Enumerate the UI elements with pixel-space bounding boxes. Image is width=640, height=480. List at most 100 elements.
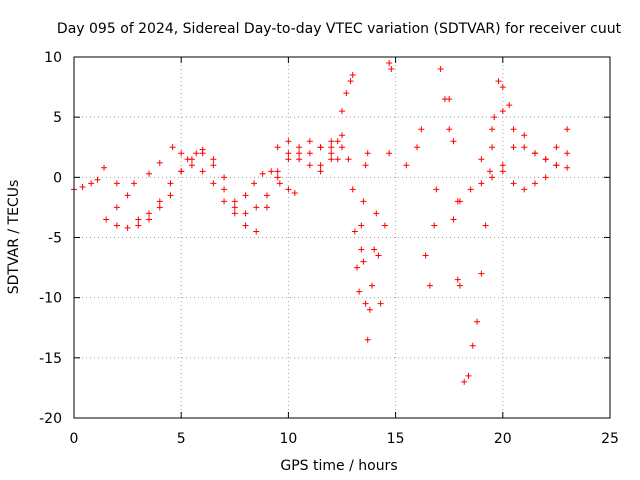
data-point <box>103 216 110 223</box>
data-point <box>553 162 560 169</box>
x-tick-label: 20 <box>494 431 512 447</box>
data-point <box>386 150 393 157</box>
data-point <box>450 138 457 145</box>
data-point <box>328 144 335 151</box>
data-point <box>131 180 138 187</box>
series-track-7 <box>386 60 461 289</box>
data-point <box>499 162 506 169</box>
data-point <box>124 224 131 231</box>
y-tick-label: 5 <box>53 110 62 126</box>
data-point <box>328 138 335 145</box>
data-point <box>306 162 313 169</box>
series-track-5 <box>317 132 371 295</box>
x-tick-label: 0 <box>70 431 79 447</box>
y-tick-label: 10 <box>44 50 62 66</box>
data-point <box>124 192 131 199</box>
data-point <box>113 180 120 187</box>
data-point <box>366 306 373 313</box>
x-tick-label: 10 <box>279 431 297 447</box>
data-point <box>334 138 341 145</box>
data-point <box>135 222 142 229</box>
data-point <box>242 192 249 199</box>
data-point <box>328 150 335 157</box>
axis-ticks <box>73 56 611 419</box>
data-point <box>446 96 453 103</box>
series-track-1 <box>71 144 298 211</box>
data-point <box>274 168 281 175</box>
data-point <box>360 258 367 265</box>
data-point <box>386 60 393 67</box>
data-point <box>506 102 513 109</box>
data-point <box>113 222 120 229</box>
y-tick-label: -15 <box>39 351 62 367</box>
data-point <box>113 204 120 211</box>
series-track-2 <box>103 138 341 223</box>
data-point <box>414 144 421 151</box>
data-point <box>403 162 410 169</box>
y-axis-tick-labels: 10 5 0 -5 -10 -15 -20 <box>39 50 62 427</box>
data-point <box>349 186 356 193</box>
data-point <box>474 318 481 325</box>
data-point <box>478 156 485 163</box>
data-point <box>306 138 313 145</box>
data-point <box>456 282 463 289</box>
data-point <box>156 198 163 205</box>
data-point <box>381 222 388 229</box>
data-point <box>482 222 489 229</box>
data-point <box>499 108 506 115</box>
x-axis-tick-labels: 0 5 10 15 20 25 <box>70 431 619 447</box>
data-point <box>362 300 369 307</box>
data-point <box>489 174 496 181</box>
data-point <box>360 198 367 205</box>
data-point <box>564 150 571 157</box>
data-point <box>285 150 292 157</box>
data-point <box>375 252 382 259</box>
data-point <box>345 156 352 163</box>
y-axis-label: SDTVAR / TECUs <box>6 180 22 295</box>
data-point <box>478 270 485 277</box>
y-tick-label: -20 <box>39 411 62 427</box>
data-point <box>317 144 324 151</box>
data-point <box>478 180 485 187</box>
data-point <box>156 159 163 166</box>
data-point <box>263 204 270 211</box>
data-point <box>253 204 260 211</box>
data-point <box>531 150 538 157</box>
data-point <box>188 156 195 163</box>
data-point <box>317 168 324 175</box>
data-point <box>156 204 163 211</box>
data-point <box>210 180 217 187</box>
data-point <box>306 150 313 157</box>
data-point <box>489 144 496 151</box>
data-point <box>296 150 303 157</box>
data-point <box>542 174 549 181</box>
data-point <box>388 66 395 73</box>
data-point <box>364 336 371 343</box>
data-point <box>354 264 361 271</box>
data-point <box>339 108 345 115</box>
data-point <box>276 180 283 187</box>
series-track-3 <box>113 138 345 235</box>
data-point <box>334 156 341 163</box>
data-point <box>221 186 228 193</box>
y-tick-label: -5 <box>48 231 62 247</box>
chart-title: Day 095 of 2024, Sidereal Day-to-day VTE… <box>57 21 622 37</box>
data-point <box>339 144 345 151</box>
data-point <box>210 162 217 169</box>
x-axis-label: GPS time / hours <box>280 458 397 474</box>
data-point <box>101 164 108 171</box>
data-point <box>221 174 228 181</box>
data-point <box>231 210 238 217</box>
data-point <box>358 222 365 229</box>
data-point <box>362 162 369 169</box>
data-point <box>231 198 238 205</box>
data-point <box>377 300 384 307</box>
series-track-8 <box>446 78 513 385</box>
data-point <box>347 78 354 85</box>
data-point <box>495 78 502 85</box>
data-point <box>499 168 506 175</box>
data-point <box>231 204 238 211</box>
data-point <box>553 144 560 151</box>
data-points <box>71 60 571 385</box>
